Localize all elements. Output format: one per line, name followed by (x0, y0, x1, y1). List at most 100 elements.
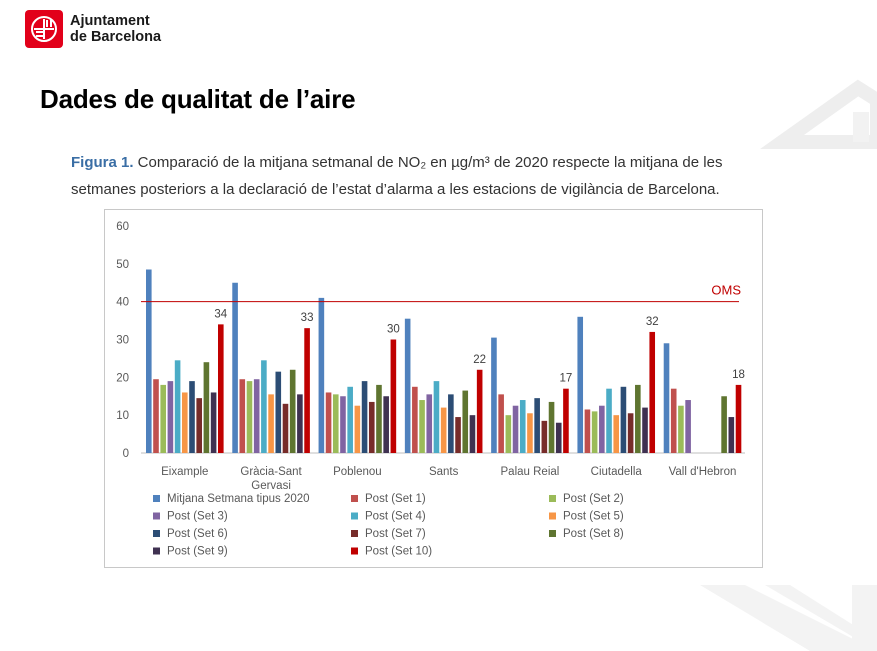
bar (390, 339, 397, 453)
bar (253, 379, 260, 453)
figure-caption-text: Comparació de la mitjana setmanal de NO₂… (71, 154, 723, 198)
bar (261, 360, 267, 453)
y-tick-label: 10 (116, 410, 129, 422)
bar (649, 331, 656, 453)
x-category-label: Poblenou (333, 466, 382, 478)
legend-label: Mitjana Setmana tipus 2020 (167, 493, 310, 505)
bar (332, 394, 339, 453)
bar (368, 401, 375, 453)
legend-label: Post (Set 6) (167, 528, 228, 540)
bar (218, 324, 224, 453)
bar (297, 394, 303, 453)
bar (627, 413, 634, 453)
bar (304, 328, 310, 453)
bar (289, 369, 296, 453)
x-category-label: Ciutadella (591, 466, 643, 478)
bar (347, 386, 353, 453)
bar (685, 400, 691, 453)
legend-swatch (549, 512, 556, 520)
bar (376, 384, 382, 453)
bar (275, 371, 282, 453)
bar (642, 407, 648, 453)
bar (412, 386, 418, 453)
bar (541, 420, 548, 453)
no2-bar-chart: 0 10 20 30 40 50 60 Eixample 34 Gràcia-Sant Gervas… (116, 221, 745, 558)
bar (340, 396, 346, 453)
bar (203, 362, 210, 453)
barcelona-shield-icon (25, 10, 63, 48)
watermark-stripe-shape (700, 585, 877, 651)
bar (440, 407, 447, 453)
bar (606, 388, 612, 453)
bar (505, 415, 512, 453)
legend-swatch (153, 547, 160, 555)
bar (613, 415, 620, 453)
bar (519, 400, 526, 453)
legend-label: Post (Set 4) (365, 511, 426, 523)
bar (548, 401, 555, 453)
x-category-label: Eixample (161, 466, 208, 478)
bar (146, 269, 152, 453)
bar (153, 379, 159, 453)
bar (584, 409, 591, 453)
legend-swatch (351, 495, 358, 502)
watermark-roof-shape (760, 79, 877, 149)
bar (678, 405, 684, 453)
legend-swatch (153, 495, 160, 502)
data-label: 33 (301, 312, 314, 324)
x-category-label: Gervasi (251, 480, 291, 492)
bar (620, 386, 627, 453)
bar (670, 388, 677, 453)
data-label: 34 (214, 308, 227, 320)
data-label: 17 (560, 373, 573, 385)
bar (160, 384, 166, 453)
y-tick-label: 40 (116, 297, 129, 309)
x-category-label: Palau Reial (501, 466, 560, 478)
legend-swatch (549, 530, 556, 537)
bar (635, 384, 641, 453)
bar (361, 381, 368, 453)
bar (721, 396, 727, 453)
bar (210, 392, 217, 453)
bar (555, 422, 562, 453)
y-tick-label: 20 (116, 372, 129, 384)
bar (354, 405, 361, 453)
bar (563, 388, 569, 453)
oms-reference-label: OMS (711, 283, 741, 298)
bar (268, 394, 274, 453)
bar (469, 415, 476, 453)
bar (728, 417, 735, 453)
legend-swatch (351, 530, 358, 537)
bar (433, 381, 440, 453)
bar (491, 337, 497, 453)
legend-swatch (351, 547, 358, 555)
data-label: 32 (646, 316, 659, 328)
bar (232, 282, 238, 453)
bar (462, 390, 469, 453)
watermark-block-shape (852, 585, 877, 651)
y-tick-label: 30 (116, 335, 129, 347)
bar (318, 297, 325, 453)
watermark-stripe-shape-2 (765, 585, 877, 651)
bar (182, 392, 188, 453)
page-title: Dades de qualitat de l’aire (40, 84, 356, 114)
bar (174, 360, 181, 453)
y-tick-label: 0 (123, 448, 129, 460)
bar (239, 379, 246, 453)
bar (735, 384, 742, 453)
bar (167, 381, 174, 453)
legend-swatch (351, 512, 358, 520)
x-category-label: Sants (429, 466, 459, 478)
ajuntament-logo[interactable]: Ajuntament de Barcelona (25, 10, 161, 48)
data-label: 30 (387, 324, 400, 336)
legend-label: Post (Set 9) (167, 546, 228, 558)
legend-label: Post (Set 10) (365, 546, 432, 558)
bar (426, 394, 433, 453)
x-category-label: Vall d'Hebron (669, 466, 737, 478)
bar (663, 343, 670, 453)
bar (419, 400, 425, 453)
bar (282, 403, 289, 453)
bar (534, 398, 540, 453)
chart-container: 0 10 20 30 40 50 60 Eixample 34 Gràcia-Sant Gervas… (104, 209, 763, 568)
